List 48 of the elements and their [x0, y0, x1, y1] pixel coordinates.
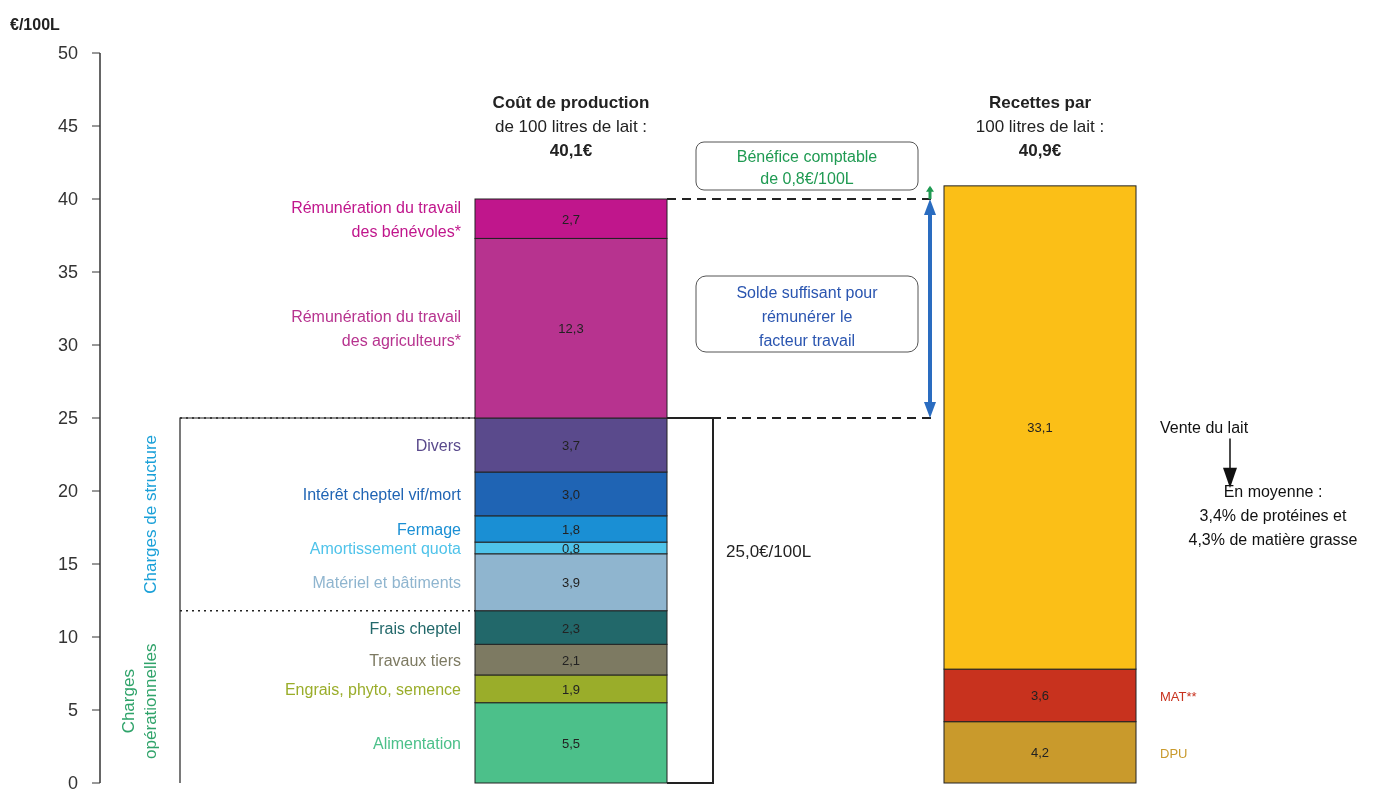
series-label: Divers	[415, 437, 461, 455]
data-label: 2,1	[561, 652, 581, 668]
data-label: 0,8	[561, 540, 581, 556]
data-label: 5,5	[561, 735, 581, 751]
y-tick-label: 0	[67, 773, 78, 793]
data-label: 3,6	[1030, 688, 1050, 704]
series-label: Matériel et bâtiments	[312, 574, 461, 592]
data-label: 2,7	[561, 211, 581, 227]
annotation: Solde suffisant pour rémunérer le facteur travail	[736, 284, 879, 349]
data-label: 4,2	[1030, 745, 1050, 761]
data-label: 1,8	[561, 521, 581, 537]
series-label: Intérêt cheptel vif/mort	[302, 485, 462, 503]
y-tick-label: 25	[57, 408, 78, 428]
y-tick-label: 40	[57, 189, 78, 209]
annotation: 25,0€/100L	[726, 541, 812, 561]
series-label: Fermage	[396, 520, 462, 538]
series-label: Travaux tiers	[369, 651, 461, 669]
series-label: MAT**	[1160, 689, 1197, 705]
data-label: 33,1	[1027, 420, 1053, 436]
data-label: 3,9	[561, 575, 581, 591]
data-label: 3,0	[561, 486, 581, 502]
text: Charges de structure	[141, 434, 160, 594]
y-tick-label: 10	[57, 627, 78, 647]
annotation: Recettes par 100 litres de lait : 40,9€	[975, 93, 1105, 160]
series-label: Amortissement quota	[309, 539, 462, 557]
data-label: 1,9	[561, 681, 581, 697]
data-label: 12,3	[558, 321, 584, 337]
series-label: DPU	[1160, 746, 1188, 762]
text: Charges opérationnelles	[119, 643, 160, 759]
series-label: Engrais, phyto, semence	[284, 680, 462, 698]
y-tick-label: 35	[57, 262, 78, 282]
series-label: Rémunération du travail des bénévoles*	[291, 198, 461, 240]
y-tick-label: 50	[57, 43, 78, 63]
y-axis-title: €/100L	[10, 16, 61, 33]
annotation: Coût de production de 100 litres de lait : 40,1€	[492, 93, 650, 160]
series-label: Frais cheptel	[369, 619, 461, 637]
y-tick-label: 15	[57, 554, 78, 574]
series-label: Rémunération du travail des agriculteurs*	[291, 308, 461, 350]
y-tick-label: 5	[67, 700, 78, 720]
annotation: En moyenne : 3,4% de protéines et 4,3% de matière grasse	[1188, 482, 1358, 548]
data-label: 3,7	[561, 438, 581, 454]
data-label: 2,3	[561, 620, 581, 636]
annotation: Bénéfice comptable de 0,8€/100L	[736, 148, 878, 187]
y-tick-label: 30	[57, 335, 78, 355]
series-label: Alimentation	[372, 734, 461, 752]
y-tick-label: 20	[57, 481, 78, 501]
y-tick-label: 45	[57, 116, 78, 136]
series-label: Vente du lait	[1160, 419, 1249, 437]
